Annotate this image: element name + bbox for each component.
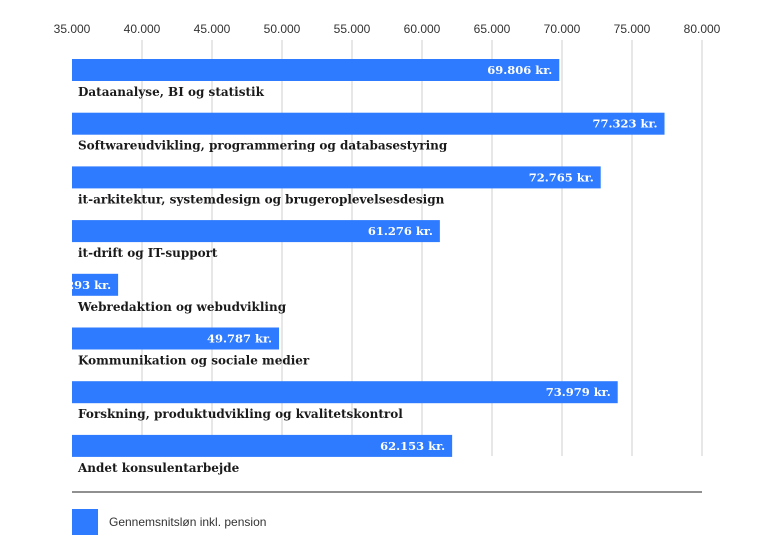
x-tick-label: 70.000 <box>544 22 581 36</box>
x-tick-label: 55.000 <box>334 22 371 36</box>
x-axis-tick-labels: 35.000 40.000 45.000 50.000 55.000 60.000 65.0… <box>54 22 721 36</box>
x-tick-label: 35.000 <box>54 22 91 36</box>
x-tick-label: 75.000 <box>614 22 651 36</box>
x-tick-label: 40.000 <box>124 22 161 36</box>
category-label: Kommunikation og sociale medier <box>78 354 310 368</box>
bar-value-label: 72.765 kr. <box>529 170 594 184</box>
x-tick-label: 80.000 <box>684 22 721 36</box>
bar <box>72 381 618 404</box>
bar <box>72 327 280 350</box>
category-label: it-drift og IT-support <box>78 246 218 260</box>
bar <box>72 59 560 81</box>
bar-value-label: 77.323 kr. <box>593 117 658 131</box>
category-label: Softwareudvikling, programmering og data… <box>78 139 448 153</box>
category-label: Dataanalyse, BI og statistik <box>78 85 265 99</box>
bar <box>72 273 119 296</box>
bar <box>72 220 440 243</box>
bar-value-label: 49.787 kr. <box>207 332 272 346</box>
x-tick-label: 50.000 <box>264 22 301 36</box>
category-label: Forskning, produktudvikling og kvalitets… <box>78 407 403 421</box>
bar <box>72 434 453 457</box>
bars-group: 69.806 kr. Dataanalyse, BI og statistik 77… <box>46 59 665 475</box>
bar-value-label: 62.153 kr. <box>380 439 445 453</box>
bar <box>72 166 601 189</box>
legend-swatch <box>72 509 98 535</box>
bar-value-label: 61.276 kr. <box>368 224 433 238</box>
category-label: Webredaktion og webudvikling <box>77 300 287 314</box>
bar-value-label: 38.293 kr. <box>46 278 111 292</box>
legend: Gennemsnitsløn inkl. pension <box>72 509 266 535</box>
category-label: it-arkitektur, systemdesign og brugeropl… <box>78 192 445 206</box>
x-tick-label: 60.000 <box>404 22 441 36</box>
category-label: Andet konsulentarbejde <box>77 461 240 475</box>
x-tick-label: 45.000 <box>194 22 231 36</box>
legend-label: Gennemsnitsløn inkl. pension <box>109 515 266 529</box>
bar <box>72 112 665 135</box>
bar-value-label: 73.979 kr. <box>546 385 611 399</box>
bar-value-label: 69.806 kr. <box>487 63 552 77</box>
x-tick-label: 65.000 <box>474 22 511 36</box>
grid-lines <box>141 40 703 456</box>
